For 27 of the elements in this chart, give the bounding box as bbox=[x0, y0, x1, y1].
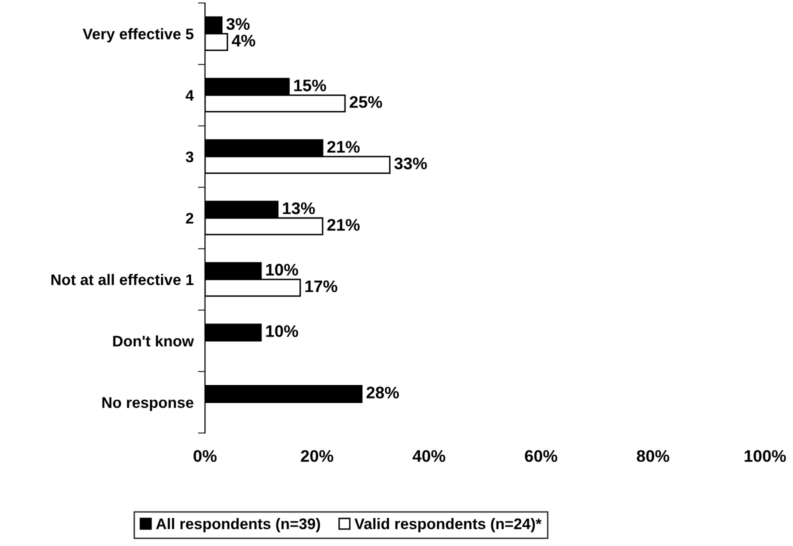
y-tick-label: 4 bbox=[186, 90, 194, 101]
y-tick-label: Very effective 5 bbox=[82, 28, 194, 42]
data-label: 3% bbox=[226, 18, 250, 30]
x-tick-label: 80% bbox=[636, 450, 670, 462]
x-tick-label: 100% bbox=[744, 450, 786, 462]
data-label: 17% bbox=[305, 280, 338, 292]
data-label: 25% bbox=[350, 96, 382, 108]
data-label: 10% bbox=[266, 325, 298, 338]
data-label: 10% bbox=[266, 264, 298, 276]
data-label: 33% bbox=[394, 158, 427, 170]
y-tick-label: No response bbox=[102, 397, 194, 411]
x-tick-label: 0% bbox=[194, 450, 217, 462]
x-tick-label: 20% bbox=[300, 450, 334, 462]
data-label: 21% bbox=[327, 218, 360, 231]
legend-label: Valid respondents (n=24)* bbox=[354, 518, 542, 532]
data-label: 13% bbox=[283, 202, 315, 214]
x-tick-label: 60% bbox=[524, 450, 558, 462]
data-label: 4% bbox=[232, 34, 256, 46]
data-label: 21% bbox=[327, 140, 360, 153]
y-tick-label: Not at all effective 1 bbox=[51, 274, 194, 286]
y-tick-label: 2 bbox=[186, 212, 194, 224]
legend-label: All respondents (n=39) bbox=[156, 518, 320, 532]
y-tick-label: Don't know bbox=[113, 335, 194, 347]
data-label: 28% bbox=[366, 386, 399, 398]
x-tick-label: 40% bbox=[412, 450, 446, 462]
data-label: 15% bbox=[294, 80, 326, 92]
y-tick-label: 3 bbox=[186, 151, 194, 162]
